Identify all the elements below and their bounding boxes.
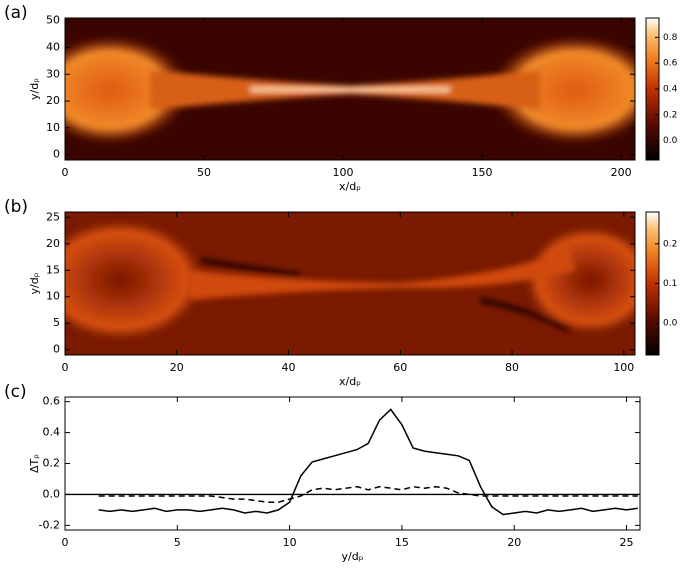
heatmap-field	[65, 212, 635, 355]
x-tick-label: 20	[170, 361, 184, 374]
panel-label: (b)	[4, 197, 28, 217]
y-tick-label: 50	[46, 14, 60, 27]
plot-frame	[64, 211, 636, 356]
x-axis-label: y/dₚ	[342, 550, 364, 563]
y-tick-label: 0.0	[43, 487, 61, 500]
colorbar-tick-label: 0.1	[663, 279, 677, 289]
plot-frame	[64, 17, 636, 161]
y-tick-label: 15	[46, 263, 60, 276]
y-axis-label: y/dₚ	[28, 78, 41, 100]
x-tick-label: 100	[333, 166, 354, 179]
colorbar-tick-label: 0.2	[663, 239, 677, 249]
x-tick-label: 60	[393, 361, 407, 374]
y-tick-label: 30	[46, 67, 60, 80]
data-line	[98, 408, 638, 516]
x-tick-label: 40	[282, 361, 296, 374]
y-tick-label: 5	[53, 316, 60, 329]
x-tick-label: 150	[472, 166, 493, 179]
colorbar-tick-label: 0.4	[663, 85, 678, 95]
y-tick-label: 40	[46, 40, 60, 53]
y-tick-label: -0.2	[39, 518, 60, 531]
x-tick-label: 0	[62, 361, 69, 374]
colorbar-tick-label: 0.6	[663, 59, 678, 69]
y-axis-label: y/dₚ	[28, 272, 41, 294]
x-tick-label: 100	[613, 361, 634, 374]
colorbar-tick-label: 0.8	[663, 33, 678, 43]
x-tick-label: 10	[283, 536, 297, 549]
x-tick-label: 50	[197, 166, 211, 179]
x-tick-label: 20	[507, 536, 521, 549]
y-tick-label: 0.2	[43, 457, 61, 470]
x-tick-label: 0	[62, 536, 69, 549]
panel-label: (c)	[4, 382, 27, 402]
x-tick-label: 15	[395, 536, 409, 549]
heatmap-field	[65, 18, 635, 160]
y-tick-label: 0	[53, 343, 60, 356]
y-tick-label: 25	[46, 210, 60, 223]
x-axis-label: x/dₚ	[339, 180, 361, 193]
x-tick-label: 80	[505, 361, 519, 374]
y-tick-label: 0.6	[43, 395, 61, 408]
colorbar-tick-label: 0.0	[663, 136, 678, 146]
x-tick-label: 25	[620, 536, 634, 549]
y-tick-label: 0.4	[43, 426, 61, 439]
data-line	[98, 485, 638, 503]
x-tick-label: 5	[174, 536, 181, 549]
y-tick-label: 0	[53, 148, 60, 161]
y-tick-label: 20	[46, 237, 60, 250]
x-tick-label: 0	[62, 166, 69, 179]
y-tick-label: 10	[46, 290, 60, 303]
colorbar-tick-label: 0.0	[663, 319, 678, 329]
y-tick-label: 10	[46, 121, 60, 134]
x-axis-label: x/dₚ	[339, 375, 361, 388]
panel-label: (a)	[4, 3, 28, 23]
x-tick-label: 200	[611, 166, 632, 179]
y-axis-label: ΔTₚ	[28, 454, 41, 473]
y-tick-label: 20	[46, 94, 60, 107]
colorbar-tick-label: 0.2	[663, 110, 677, 120]
